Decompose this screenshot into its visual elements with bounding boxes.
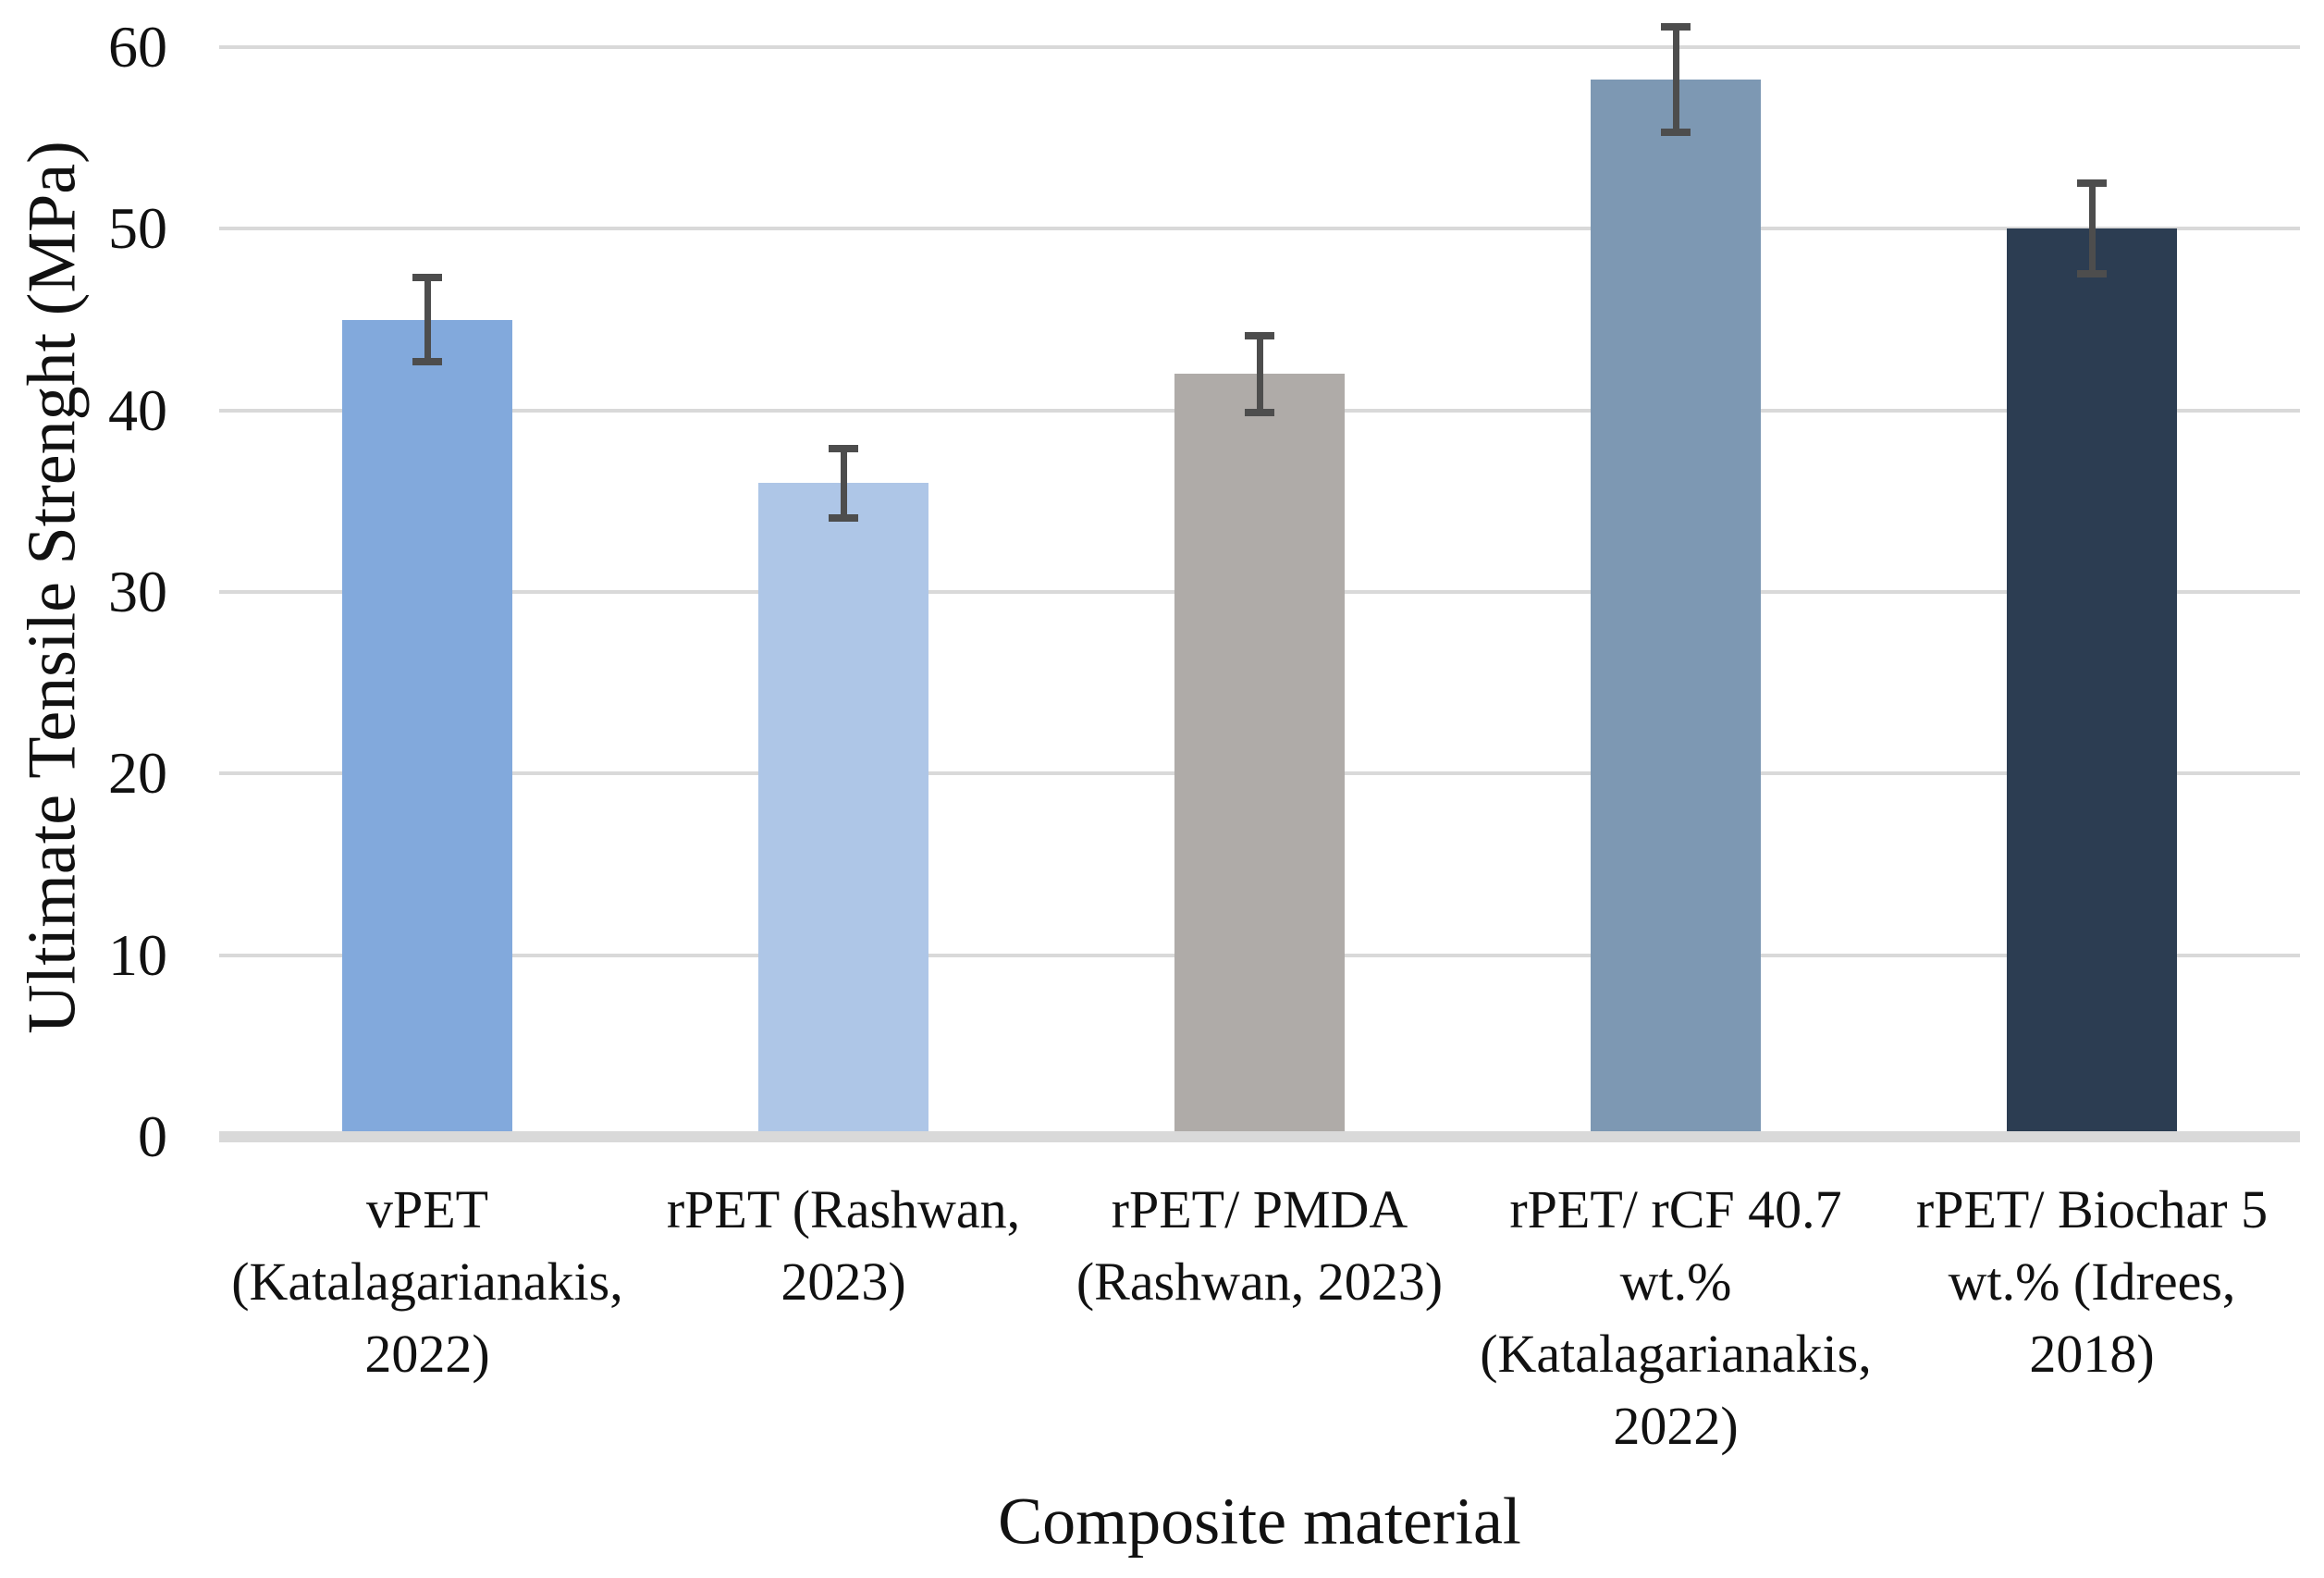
gridline [219,227,2300,231]
category-label: vPET (Katalagarianakis, 2022) [196,1174,658,1390]
y-tick-label: 50 [108,195,167,262]
bar [342,319,512,1131]
y-tick-label: 30 [108,559,167,624]
category-label-line: 2018) [2029,1324,2155,1384]
category-label-line: rPET (Rashwan, [666,1179,1021,1239]
error-bar-cap [412,274,442,282]
error-bar-cap [829,444,858,452]
x-axis-title: Composite material [998,1484,1521,1559]
bar [1174,374,1345,1131]
category-label-line: (Katalagarianakis, [231,1251,623,1312]
error-bar [1672,27,1679,133]
error-bar-cap [2077,179,2107,188]
category-label-line: vPET [365,1179,489,1239]
y-tick-label: 20 [108,740,167,807]
y-tick-label: 40 [108,376,167,443]
category-label-line: (Katalagarianakis, [1480,1324,1872,1384]
category-label-line: rPET/ rCF 40.7 [1509,1179,1842,1239]
error-bar [424,277,431,362]
error-bar [1256,336,1263,413]
y-tick-label: 10 [108,921,167,988]
category-label-line: 2022) [1613,1396,1739,1456]
error-bar-cap [1245,408,1274,416]
category-label-line: rPET/ Biochar 5 [1915,1179,2269,1239]
category-label: rPET/ Biochar 5 wt.% (Idrees, 2018) [1861,1174,2323,1390]
error-bar-cap [1661,129,1691,137]
error-bar-cap [829,513,858,522]
x-axis-line [219,1131,2300,1142]
category-label: rPET/ rCF 40.7 wt.% (Katalagarianakis, 2022… [1445,1174,1907,1462]
category-label-line: 2023) [781,1251,906,1312]
category-label-line: (Rashwan, 2023) [1076,1251,1444,1312]
gridline [219,45,2300,49]
category-label-line: wt.% [1619,1251,1732,1312]
category-label-line: wt.% (Idrees, [1948,1251,2236,1312]
y-tick-label: 60 [108,14,167,80]
category-label: rPET/ PMDA (Rashwan, 2023) [1028,1174,1491,1318]
bar [1591,80,1761,1131]
error-bar [840,448,847,518]
y-tick-label: 0 [138,1103,167,1169]
category-label: rPET (Rashwan, 2023) [612,1174,1075,1318]
bar [758,483,928,1131]
category-label-line: 2022) [364,1324,490,1384]
error-bar-cap [1661,23,1691,31]
bar [2007,228,2177,1131]
error-bar [2088,183,2096,275]
error-bar-cap [2077,270,2107,278]
error-bar-cap [412,357,442,365]
error-bar-cap [1245,332,1274,340]
category-label-line: rPET/ PMDA [1111,1179,1408,1239]
